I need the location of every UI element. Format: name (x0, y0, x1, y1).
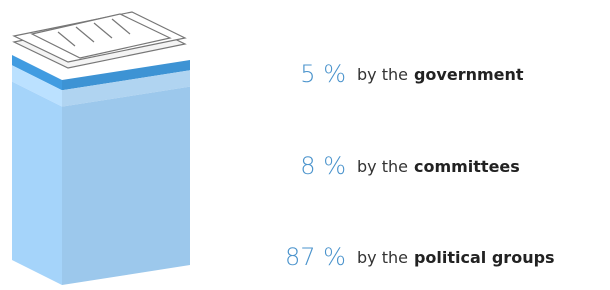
chart: 5 % by the government 8 % by the committees 87… (0, 0, 610, 286)
category-label: by the government (357, 65, 524, 84)
prefix: by the (357, 65, 408, 84)
paper-stack (14, 12, 185, 68)
box (12, 55, 190, 285)
category: committees (414, 157, 520, 176)
value-label: 5 % (300, 60, 346, 88)
category-label: by the political groups (357, 248, 555, 267)
value-label: 87 % (285, 243, 346, 271)
segment-left (12, 82, 62, 285)
prefix: by the (357, 248, 408, 267)
category: government (414, 65, 524, 84)
prefix: by the (357, 157, 408, 176)
category: political groups (414, 248, 555, 267)
category-label: by the committees (357, 157, 520, 176)
legend: 5 % by the government 8 % by the committees 87… (285, 60, 555, 271)
segment-right (62, 87, 190, 285)
value-label: 8 % (300, 152, 346, 180)
